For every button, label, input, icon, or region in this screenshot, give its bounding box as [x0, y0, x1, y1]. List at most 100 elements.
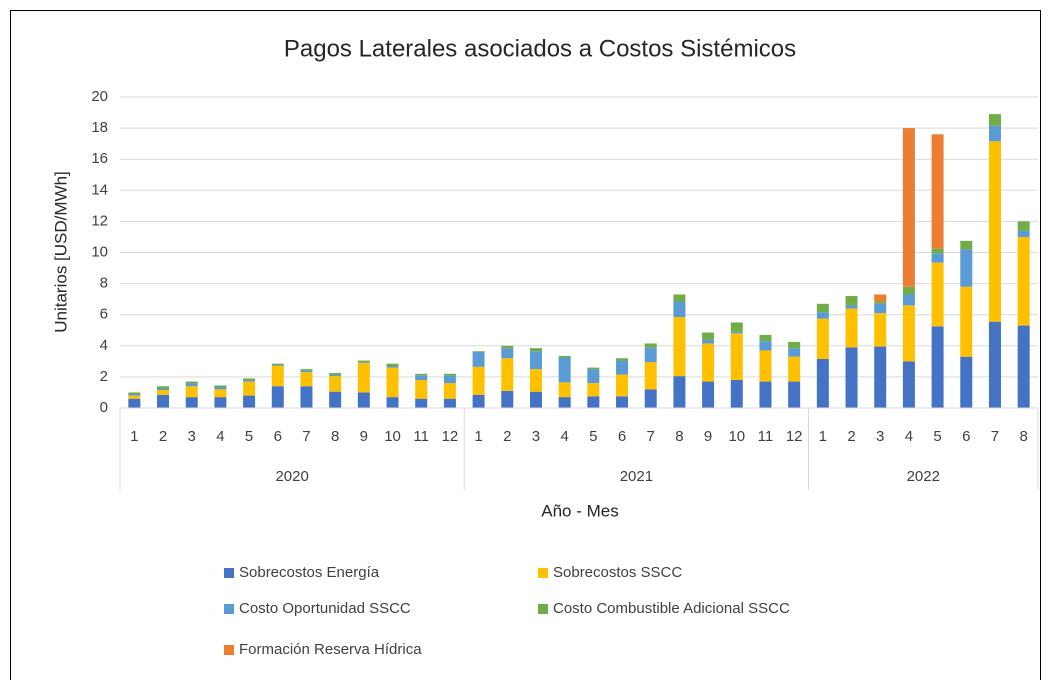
bar-segment	[788, 341, 801, 349]
bar-segment	[1017, 230, 1030, 237]
x-tick-label: 11	[758, 428, 774, 445]
bar-segment	[357, 360, 370, 363]
bar-segment	[730, 322, 743, 332]
bar-segment	[788, 381, 801, 408]
bar-segment	[386, 363, 399, 367]
bar-segment	[300, 370, 313, 373]
bar-segment	[730, 331, 743, 334]
bar-segment	[472, 351, 485, 353]
x-tick-label: 6	[618, 428, 626, 445]
y-tick-label: 20	[91, 88, 108, 105]
bar-segment	[702, 381, 715, 408]
bar-segment	[529, 369, 542, 392]
bar-segment	[874, 301, 887, 304]
bar-segment	[616, 358, 629, 361]
bar-segment	[759, 350, 772, 382]
bar-segment	[529, 391, 542, 408]
legend-label: Costo Combustible Adicional SSCC	[553, 600, 790, 617]
bar-segment	[874, 294, 887, 302]
bar-segment	[673, 376, 686, 408]
bar-segment	[157, 388, 170, 391]
y-tick-label: 2	[100, 368, 108, 385]
bar-segment	[702, 332, 715, 340]
x-tick-label: 11	[413, 428, 429, 445]
bar-segment	[759, 381, 772, 408]
x-tick-label: 5	[589, 428, 597, 445]
bar-segment	[702, 343, 715, 382]
x-tick-label: 9	[704, 428, 712, 445]
legend-label: Sobrecostos SSCC	[553, 564, 682, 581]
chart-title: Pagos Laterales asociados a Costos Sisté…	[284, 35, 796, 62]
bar-segment	[960, 286, 973, 357]
bar-segment	[644, 389, 657, 408]
bar-segment	[128, 392, 141, 395]
x-tick-label: 2	[847, 428, 855, 445]
bar-segment	[214, 385, 227, 388]
bar-segment	[558, 357, 571, 383]
x-tick-label: 8	[675, 428, 683, 445]
bar-segment	[616, 360, 629, 375]
x-tick-label: 4	[905, 428, 913, 445]
bar-segment	[902, 305, 915, 362]
bar-segment	[157, 390, 170, 395]
bar-segment	[874, 346, 887, 408]
bar-segment	[902, 294, 915, 306]
bar-segment	[931, 262, 944, 327]
bar-segment	[988, 321, 1001, 408]
y-tick-label: 10	[91, 243, 108, 260]
bar-segment	[673, 294, 686, 302]
bar-segment	[243, 380, 256, 382]
x-tick-label: 2	[159, 428, 167, 445]
bar-segment	[443, 383, 456, 399]
bar-segment	[529, 348, 542, 352]
y-tick-label: 8	[100, 275, 108, 292]
bar-segment	[988, 125, 1001, 142]
bar-segment	[759, 341, 772, 351]
y-tick-label: 12	[91, 212, 108, 229]
y-tick-label: 14	[91, 181, 108, 198]
bar-segment	[931, 134, 944, 249]
bar-segment	[587, 396, 600, 408]
bar-segment	[185, 386, 198, 398]
bar-segment	[874, 313, 887, 347]
bar-segment	[587, 367, 600, 370]
bar-segment	[587, 369, 600, 384]
bar-segment	[243, 381, 256, 396]
bar-segment	[931, 326, 944, 408]
bar-segment	[931, 248, 944, 254]
x-tick-label: 3	[876, 428, 884, 445]
bar-segment	[300, 369, 313, 371]
x-tick-label: 7	[991, 428, 999, 445]
bar-segment	[472, 352, 485, 367]
legend-swatch	[538, 568, 548, 578]
bar-segment	[501, 348, 514, 359]
bar-segment	[386, 397, 399, 408]
bar-segment	[644, 362, 657, 390]
bar-segment	[730, 380, 743, 408]
legend-swatch	[224, 568, 234, 578]
bar-segment	[214, 397, 227, 408]
bar-segment	[501, 390, 514, 408]
bar-segment	[816, 303, 829, 313]
bar-segment	[329, 374, 342, 377]
bar-segment	[443, 398, 456, 408]
bar-segment	[271, 365, 284, 367]
x-tick-label: 3	[188, 428, 196, 445]
bar-segment	[1017, 236, 1030, 326]
bar-segment	[816, 312, 829, 319]
bar-segment	[816, 359, 829, 408]
bar-segment	[902, 128, 915, 287]
bar-segment	[300, 386, 313, 408]
x-tick-label: 3	[532, 428, 540, 445]
legend-swatch	[224, 604, 234, 614]
bar-segment	[644, 343, 657, 348]
x-tick-label: 12	[442, 428, 459, 445]
bar-segment	[644, 347, 657, 363]
y-tick-label: 6	[100, 306, 108, 323]
bar-segment	[529, 351, 542, 370]
x-tick-label: 12	[786, 428, 803, 445]
x-tick-label: 10	[728, 428, 745, 445]
bar-segment	[960, 249, 973, 287]
bar-segment	[415, 398, 428, 408]
